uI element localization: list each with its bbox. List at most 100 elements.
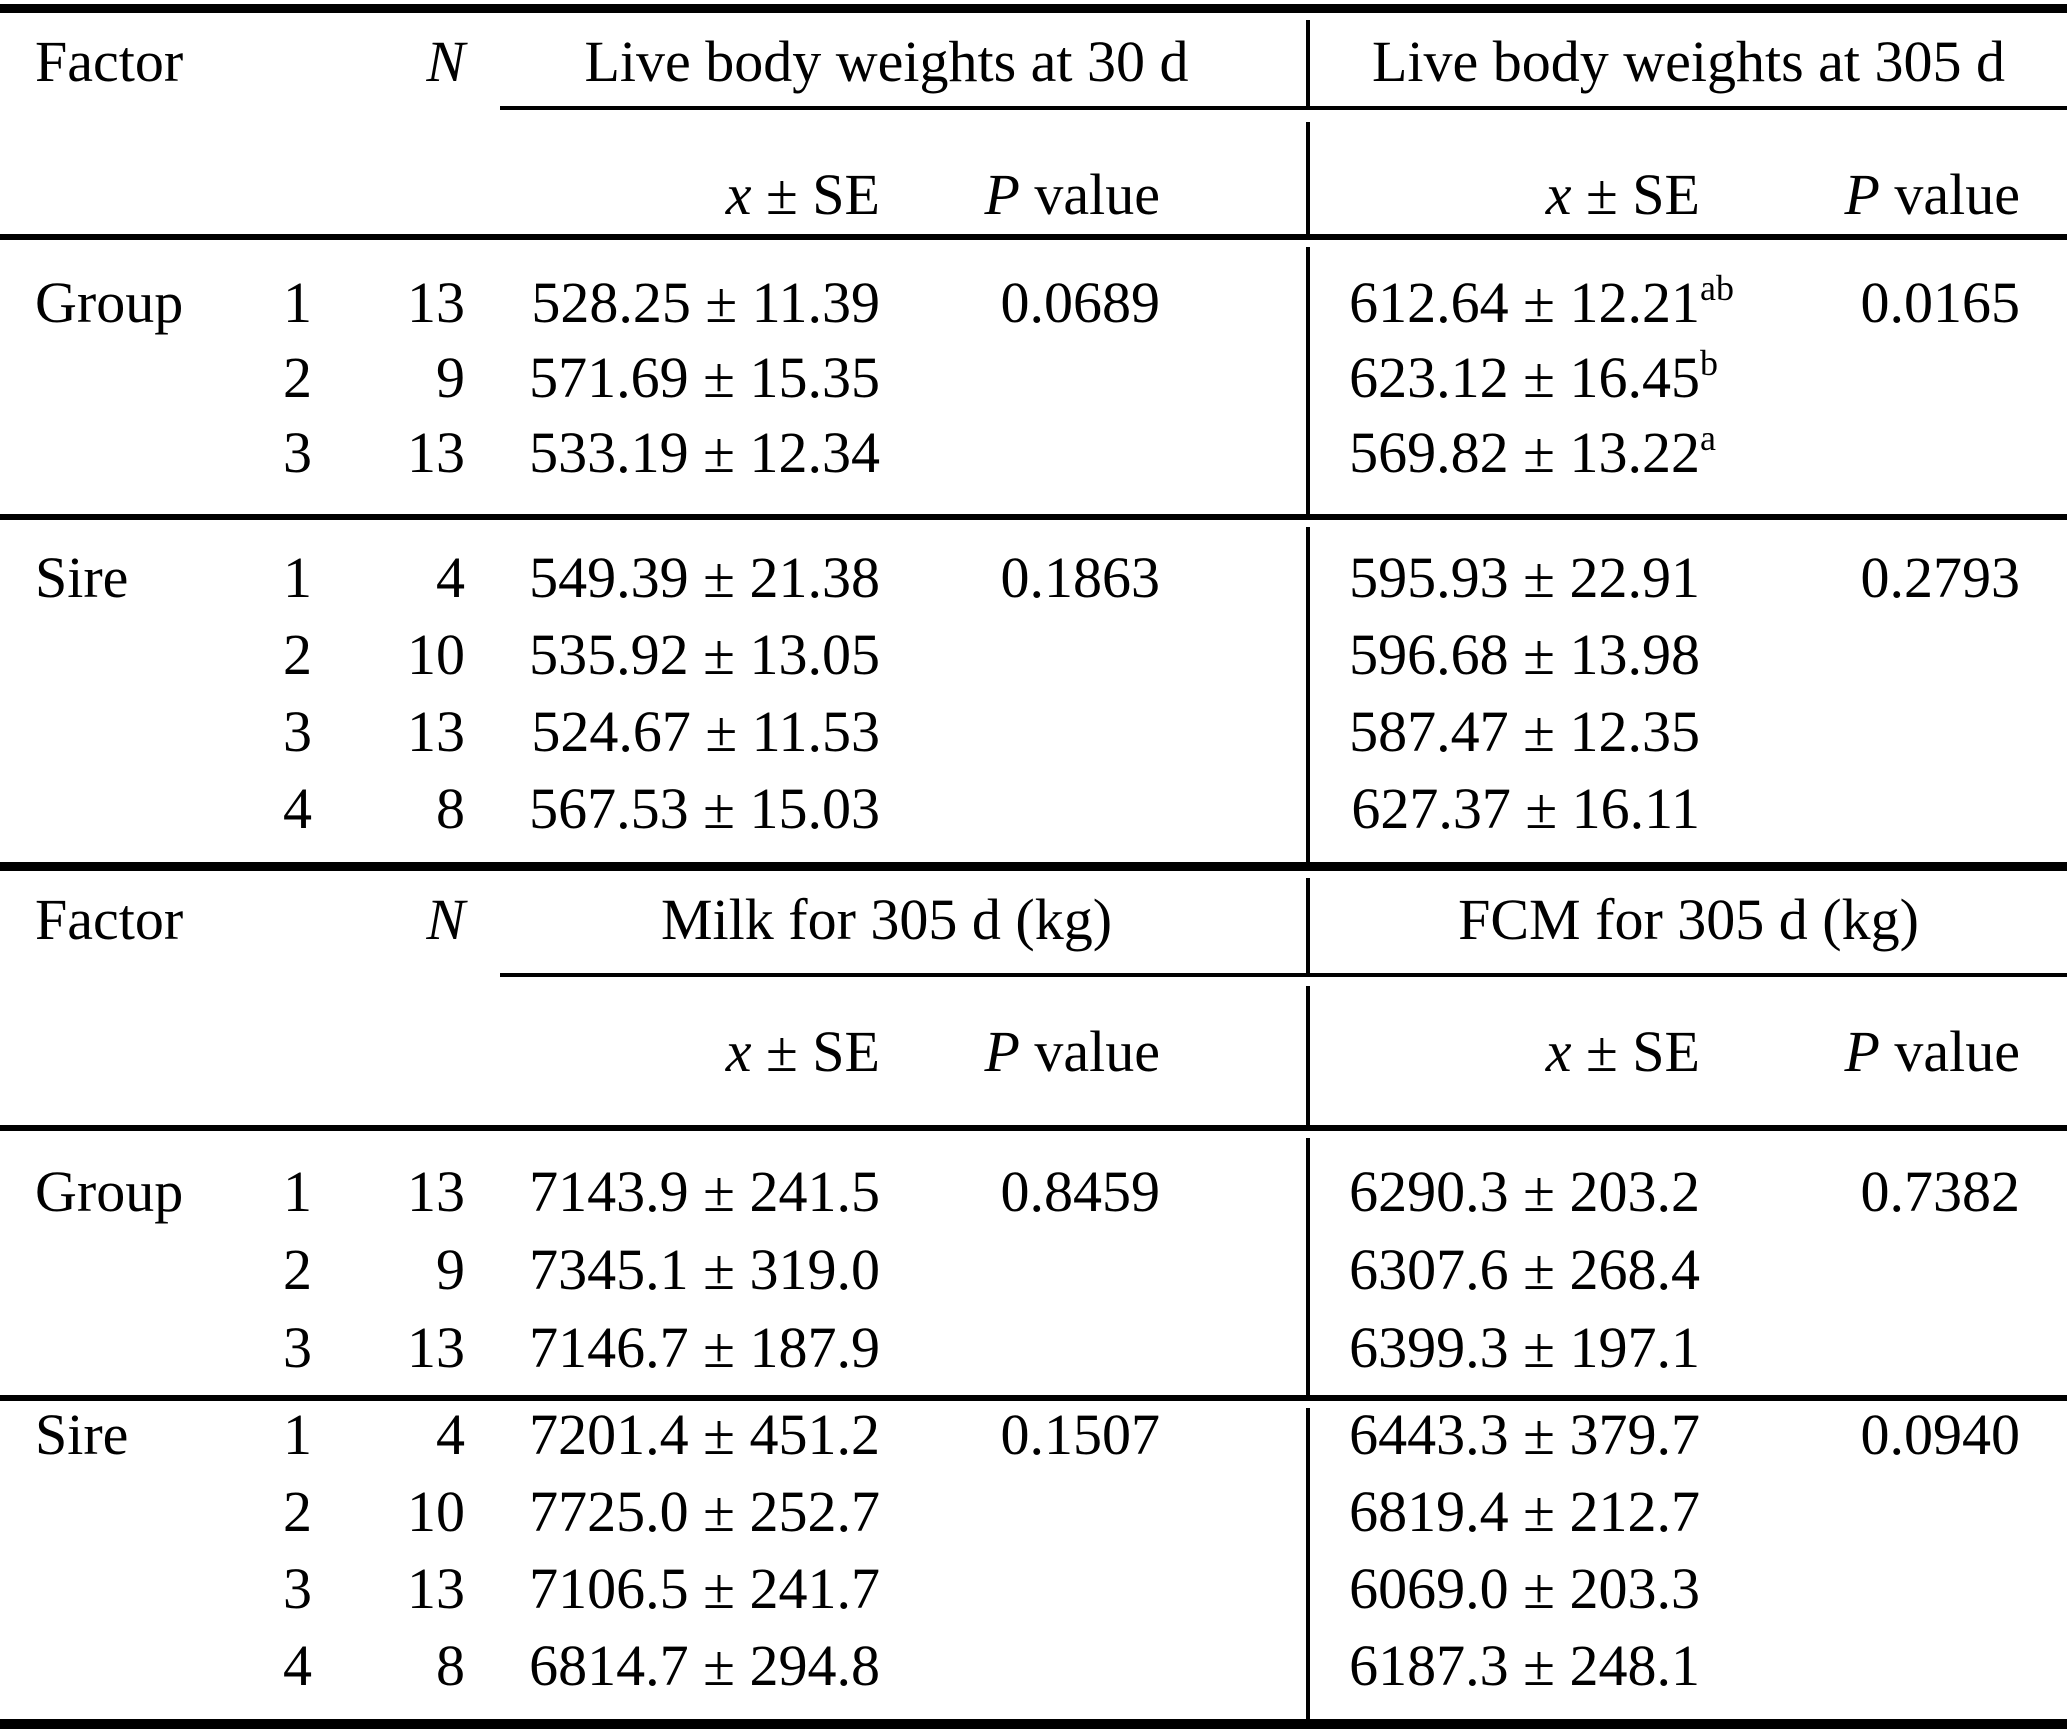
level-cell: 3 [283, 1315, 312, 1380]
span-header-rule-2 [500, 973, 2067, 977]
level-cell: 2 [283, 622, 312, 687]
column-divider [1306, 527, 1310, 862]
data-row: 3 13 524.67 ± 11.53 587.47 ± 12.35 [0, 693, 2067, 771]
column-divider [1306, 1138, 1310, 1395]
p-symbol: P [984, 1019, 1020, 1084]
group-sire-rule-2 [0, 1395, 2067, 1401]
level-cell: 1 [283, 545, 312, 610]
mean-se-label: ± SE [1571, 1019, 1700, 1084]
p-value-label: value [1879, 1019, 2020, 1084]
p-value-header: P value [1700, 1013, 2020, 1091]
mean-se-cell: 6307.6 ± 268.4 [1349, 1237, 1700, 1302]
p-value-label: value [1019, 1019, 1160, 1084]
n-cell: 10 [407, 1479, 465, 1544]
mean-se-cell: 595.93 ± 22.91 [1349, 545, 1700, 610]
mean-value: 612.64 ± 12.21 [1349, 270, 1700, 335]
n-cell: 8 [436, 1633, 465, 1698]
mean-se-header: x ± SE [465, 1013, 880, 1091]
level-cell: 2 [283, 1479, 312, 1544]
p-value-cell: 0.0940 [1860, 1402, 2021, 1467]
subheader-rule-2 [0, 1125, 2067, 1131]
data-row: Group 1 13 7143.9 ± 241.5 0.8459 6290.3 … [0, 1153, 2067, 1231]
header-row: Factor N Live body weights at 30 d Live … [0, 23, 2067, 101]
n-cell: 13 [407, 1556, 465, 1621]
data-row: Sire 1 4 549.39 ± 21.38 0.1863 595.93 ± … [0, 539, 2067, 617]
p-value-header: P value [880, 156, 1160, 234]
mean-se-header: x ± SE [1340, 1013, 1700, 1091]
mean-se-cell: 7201.4 ± 451.2 [529, 1402, 880, 1467]
mean-se-label: ± SE [1571, 162, 1700, 227]
mean-symbol: x [1545, 162, 1572, 227]
level-cell: 2 [283, 345, 312, 410]
level-cell: 2 [283, 1237, 312, 1302]
mean-se-cell: 6187.3 ± 248.1 [1349, 1633, 1700, 1698]
n-cell: 13 [407, 420, 465, 485]
mean-se-cell: 623.12 ± 16.45b [1349, 342, 1718, 410]
data-row: Sire 1 4 7201.4 ± 451.2 0.1507 6443.3 ± … [0, 1396, 2067, 1474]
factor-label: Sire [35, 1402, 129, 1467]
n-cell: 4 [436, 545, 465, 610]
p-value-label: value [1879, 162, 2020, 227]
n-cell: 13 [407, 699, 465, 764]
column-divider [1306, 1408, 1310, 1719]
mean-se-cell: 596.68 ± 13.98 [1349, 622, 1700, 687]
column-divider [1306, 20, 1310, 106]
n-header: N [426, 887, 465, 952]
mean-se-cell: 535.92 ± 13.05 [529, 622, 880, 687]
span-header-rule-1 [500, 106, 2067, 110]
p-symbol: P [984, 162, 1020, 227]
mean-se-cell: 587.47 ± 12.35 [1349, 699, 1700, 764]
data-row: 3 13 7146.7 ± 187.9 6399.3 ± 197.1 [0, 1309, 2067, 1387]
mean-se-cell: 6819.4 ± 212.7 [1349, 1479, 1700, 1544]
mean-se-header: x ± SE [465, 156, 880, 234]
factor-label: Sire [35, 545, 129, 610]
mean-se-cell: 6069.0 ± 203.3 [1349, 1556, 1700, 1621]
mean-se-cell: 6399.3 ± 197.1 [1349, 1315, 1700, 1380]
p-symbol: P [1844, 1019, 1880, 1084]
header-row: Factor N Milk for 305 d (kg) FCM for 305… [0, 881, 2067, 959]
column-divider [1306, 986, 1310, 1125]
data-row: 3 13 7106.5 ± 241.7 6069.0 ± 203.3 [0, 1550, 2067, 1628]
mean-se-cell: 567.53 ± 15.03 [529, 776, 880, 841]
n-cell: 13 [407, 270, 465, 335]
mean-se-cell: 7106.5 ± 241.7 [529, 1556, 880, 1621]
p-value-cell: 0.0689 [1000, 270, 1161, 335]
left-panel-title: Milk for 305 d (kg) [660, 887, 1113, 952]
level-cell: 3 [283, 699, 312, 764]
mean-symbol: x [725, 162, 752, 227]
bottom-rule [0, 1719, 2067, 1729]
mean-se-label: ± SE [751, 1019, 880, 1084]
level-cell: 3 [283, 1556, 312, 1621]
mean-se-cell: 571.69 ± 15.35 [529, 345, 880, 410]
mean-se-cell: 6290.3 ± 203.2 [1349, 1159, 1700, 1224]
n-cell: 9 [436, 345, 465, 410]
p-value-cell: 0.2793 [1860, 545, 2021, 610]
mean-symbol: x [725, 1019, 752, 1084]
data-row: 2 9 571.69 ± 15.35 623.12 ± 16.45b [0, 339, 2067, 417]
left-panel-title: Live body weights at 30 d [584, 29, 1189, 94]
p-value-header: P value [1700, 156, 2020, 234]
top-rule [0, 4, 2067, 13]
level-cell: 1 [283, 270, 312, 335]
data-row: 4 8 6814.7 ± 294.8 6187.3 ± 248.1 [0, 1627, 2067, 1705]
level-cell: 4 [283, 776, 312, 841]
n-cell: 10 [407, 622, 465, 687]
p-value-header: P value [880, 1013, 1160, 1091]
n-cell: 9 [436, 1237, 465, 1302]
n-header: N [426, 29, 465, 94]
right-panel-title: Live body weights at 305 d [1371, 29, 2006, 94]
mean-value: 623.12 ± 16.45 [1349, 345, 1700, 410]
factor-header: Factor [35, 29, 184, 94]
n-cell: 13 [407, 1159, 465, 1224]
column-divider [1306, 247, 1310, 514]
data-row: 2 9 7345.1 ± 319.0 6307.6 ± 268.4 [0, 1231, 2067, 1309]
mean-se-cell: 7345.1 ± 319.0 [529, 1237, 880, 1302]
mean-se-cell: 533.19 ± 12.34 [529, 420, 880, 485]
data-row: Group 1 13 528.25 ± 11.39 0.0689 612.64 … [0, 264, 2067, 342]
mean-se-cell: 528.25 ± 11.39 [531, 270, 880, 335]
mean-se-cell: 7146.7 ± 187.9 [529, 1315, 880, 1380]
mean-se-label: ± SE [751, 162, 880, 227]
mean-se-cell: 6814.7 ± 294.8 [529, 1633, 880, 1698]
subheader-rule-1 [0, 234, 2067, 240]
mean-symbol: x [1545, 1019, 1572, 1084]
